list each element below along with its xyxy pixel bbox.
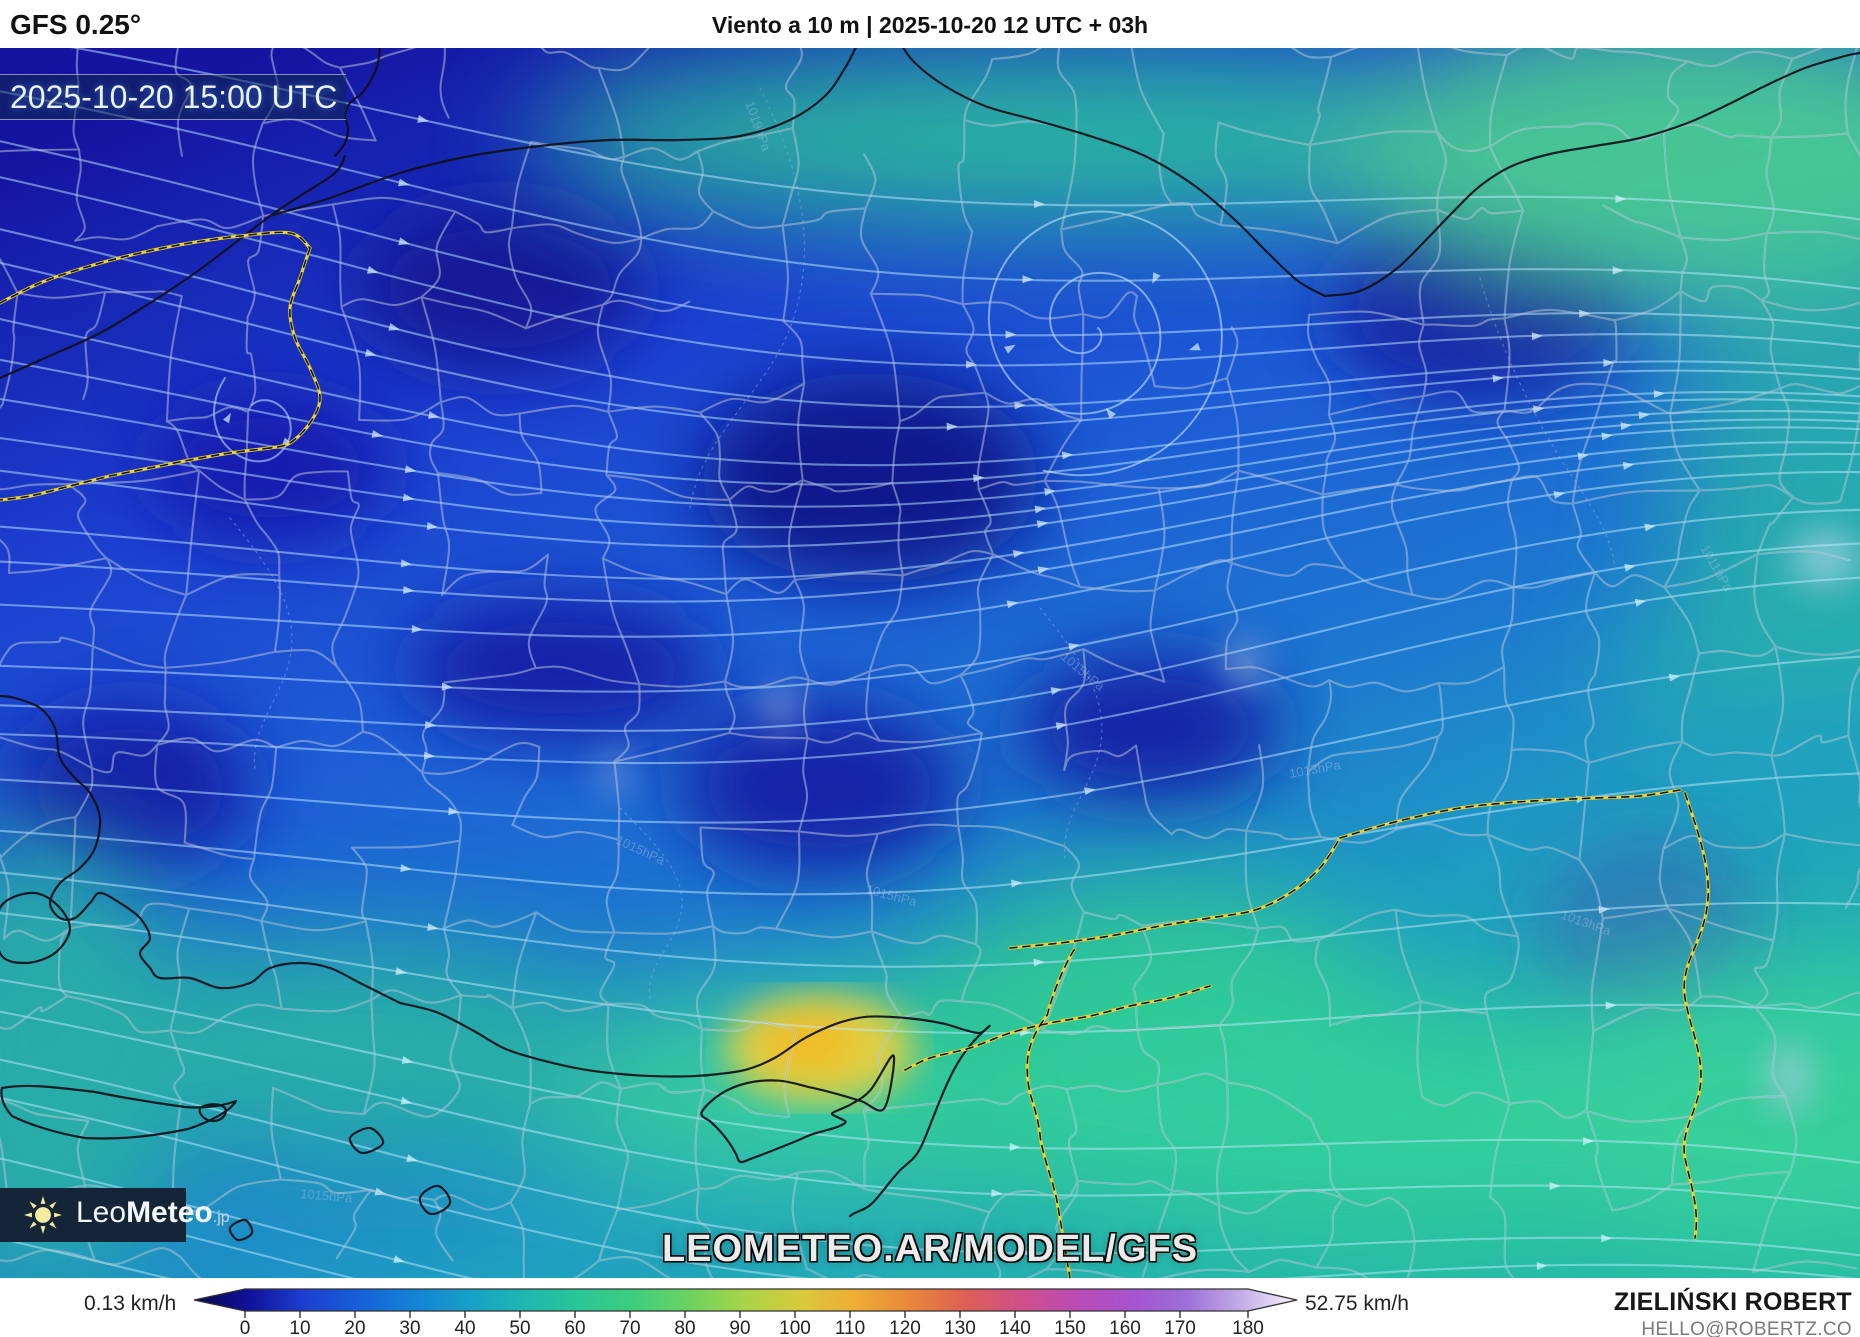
svg-text:120: 120 [889, 1318, 921, 1337]
svg-text:180: 180 [1232, 1318, 1264, 1337]
svg-text:60: 60 [564, 1318, 585, 1337]
svg-text:50: 50 [509, 1318, 530, 1337]
svg-text:100: 100 [779, 1318, 811, 1337]
svg-text:170: 170 [1164, 1318, 1196, 1337]
svg-text:90: 90 [729, 1318, 750, 1337]
svg-text:40: 40 [454, 1318, 475, 1337]
svg-text:10: 10 [289, 1318, 310, 1337]
svg-text:110: 110 [835, 1318, 865, 1337]
svg-text:150: 150 [1054, 1318, 1086, 1337]
svg-text:0: 0 [240, 1318, 251, 1337]
svg-text:140: 140 [999, 1318, 1031, 1337]
svg-text:20: 20 [344, 1318, 365, 1337]
svg-text:70: 70 [619, 1318, 640, 1337]
svg-text:80: 80 [674, 1318, 695, 1337]
svg-text:160: 160 [1109, 1318, 1141, 1337]
svg-text:130: 130 [944, 1318, 976, 1337]
svg-text:30: 30 [399, 1318, 420, 1337]
